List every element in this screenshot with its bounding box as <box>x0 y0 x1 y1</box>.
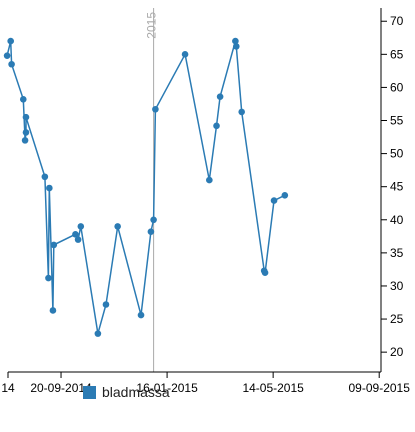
data-point-24 <box>213 122 220 130</box>
data-point-6 <box>22 113 30 121</box>
data-point-1 <box>7 37 14 45</box>
data-point-27 <box>232 43 240 50</box>
data-point-25 <box>216 93 224 100</box>
y-tick-label-8: 60 <box>390 80 404 94</box>
reference-line-group: 2015 <box>144 8 158 372</box>
y-tick-label-1: 25 <box>390 312 404 326</box>
x-axis: 14 20-09-2014 16-01-2015 14-05-2015 09-09-20… <box>1 371 411 395</box>
data-point-15 <box>94 330 102 337</box>
y-tick-label-9: 65 <box>390 47 404 61</box>
x-tick-label-2: 16-01-2015 <box>136 381 198 395</box>
data-point-20 <box>150 216 157 224</box>
x-tick-label-3: 14-05-2015 <box>242 381 304 395</box>
data-point-10 <box>49 307 57 314</box>
data-point-13 <box>74 236 82 243</box>
data-point-18 <box>137 311 145 319</box>
year-reference-label: 2015 <box>144 12 158 39</box>
data-point-14 <box>77 223 85 230</box>
legend-label: bladmassa <box>102 384 170 400</box>
data-point-28 <box>238 108 245 116</box>
data-point-23 <box>206 176 213 184</box>
data-point-32 <box>281 191 289 199</box>
data-point-0 <box>3 52 11 59</box>
data-points-group <box>3 37 289 337</box>
data-point-7 <box>41 173 49 181</box>
data-point-5 <box>22 129 30 136</box>
data-point-31 <box>270 197 278 204</box>
data-point-22 <box>181 51 189 58</box>
data-point-8 <box>45 274 52 282</box>
x-tick-label-4: 09-09-2015 <box>349 381 411 395</box>
data-point-2 <box>8 60 15 68</box>
data-point-17 <box>114 223 121 230</box>
y-tick-label-4: 40 <box>390 213 404 227</box>
y-tick-label-10: 70 <box>390 14 404 28</box>
data-point-3 <box>19 96 27 103</box>
data-point-9 <box>46 184 53 192</box>
legend-swatch <box>83 385 96 399</box>
data-point-21 <box>152 105 159 113</box>
y-tick-label-5: 45 <box>390 180 404 194</box>
data-point-26 <box>232 37 239 45</box>
data-point-11 <box>50 241 58 249</box>
y-tick-label-2: 30 <box>390 279 404 293</box>
y-tick-label-0: 20 <box>390 345 404 359</box>
data-point-12 <box>72 231 79 238</box>
data-point-30 <box>261 269 269 277</box>
data-point-16 <box>102 301 110 308</box>
data-point-4 <box>21 137 29 144</box>
legend: bladmassa <box>83 384 170 400</box>
y-tick-label-3: 35 <box>390 246 404 260</box>
x-tick-label-0: 14 <box>1 381 15 395</box>
y-tick-label-7: 55 <box>390 114 404 128</box>
data-point-19 <box>147 228 155 235</box>
y-axis: 20 25 30 35 40 45 50 55 60 65 70 <box>380 8 404 372</box>
x-tick-label-1: 20-09-2014 <box>30 381 92 395</box>
y-tick-label-6: 50 <box>390 147 404 161</box>
